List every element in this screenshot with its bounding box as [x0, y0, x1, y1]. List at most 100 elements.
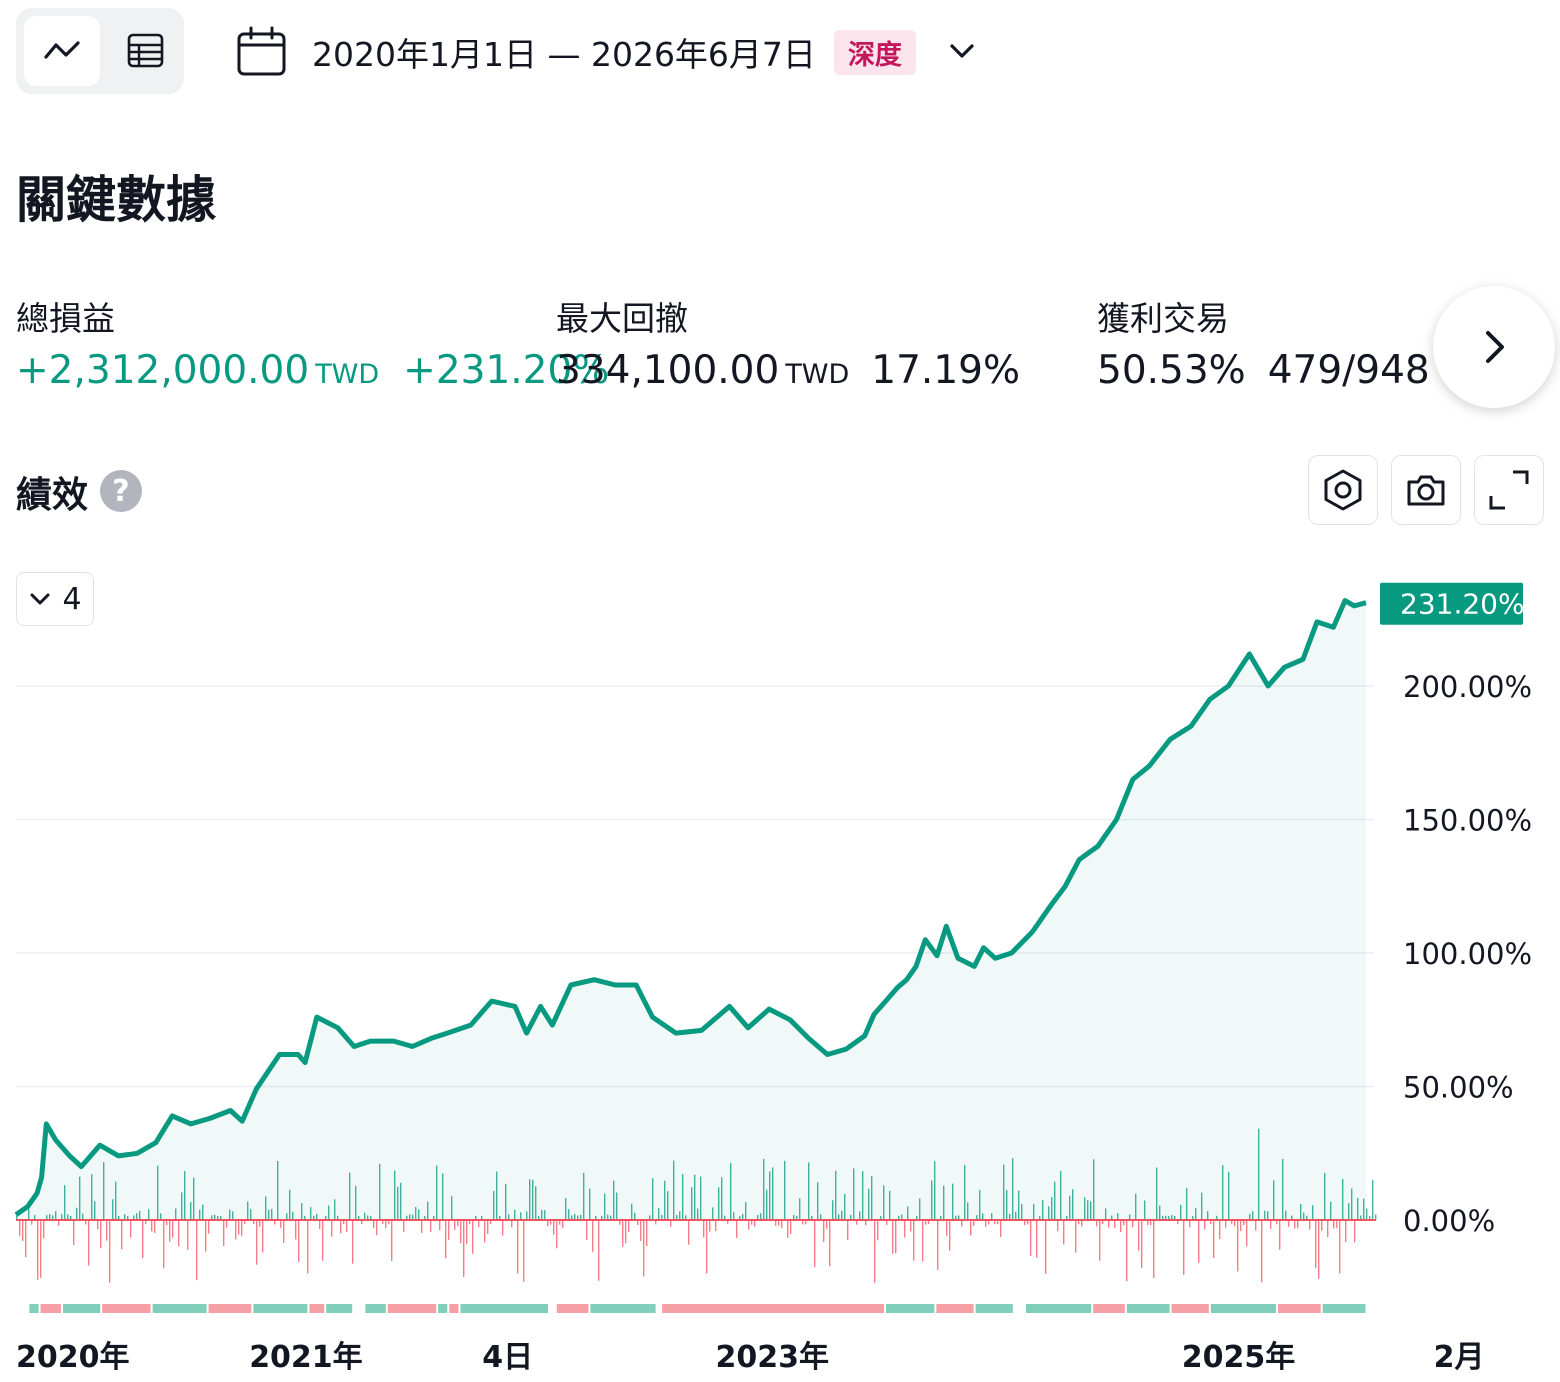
- settings-button[interactable]: [1308, 455, 1378, 525]
- histogram-bar: [760, 1213, 762, 1220]
- series-dropdown[interactable]: 4: [16, 572, 94, 626]
- histogram-bar: [796, 1215, 798, 1220]
- histogram-bar: [1078, 1220, 1080, 1225]
- trade-segment: [1322, 1304, 1366, 1313]
- trade-segment: [326, 1304, 353, 1313]
- histogram-bar: [145, 1220, 147, 1224]
- histogram-bar: [1015, 1211, 1017, 1220]
- histogram-bar: [742, 1214, 744, 1220]
- histogram-bar: [721, 1177, 723, 1220]
- histogram-bar: [394, 1170, 396, 1220]
- pnl-histogram: [16, 1128, 1377, 1283]
- histogram-bar: [907, 1206, 909, 1220]
- histogram-bar: [592, 1220, 594, 1252]
- histogram-bar: [220, 1215, 222, 1220]
- histogram-bar: [217, 1215, 219, 1220]
- trade-segment: [253, 1304, 308, 1313]
- histogram-bar: [1066, 1215, 1068, 1220]
- table-view-button[interactable]: [108, 16, 184, 86]
- histogram-bar: [601, 1215, 603, 1220]
- histogram-bar: [118, 1215, 120, 1220]
- histogram-bar: [1327, 1220, 1329, 1238]
- histogram-bar: [52, 1215, 54, 1220]
- histogram-bar: [1162, 1215, 1164, 1220]
- histogram-bar: [889, 1190, 891, 1220]
- histogram-bar: [88, 1220, 90, 1266]
- histogram-bar: [373, 1220, 375, 1229]
- histogram-bar: [1288, 1220, 1290, 1227]
- screenshot-button[interactable]: [1391, 455, 1461, 525]
- histogram-bar: [589, 1188, 591, 1220]
- histogram-bar: [130, 1220, 132, 1238]
- histogram-bar: [1120, 1220, 1122, 1233]
- histogram-bar: [472, 1220, 474, 1254]
- histogram-bar: [196, 1220, 198, 1281]
- histogram-bar: [787, 1220, 789, 1238]
- histogram-bar: [955, 1215, 957, 1220]
- histogram-bar: [535, 1186, 537, 1220]
- histogram-bar: [61, 1214, 63, 1220]
- histogram-bar: [949, 1220, 951, 1251]
- histogram-bar: [22, 1220, 24, 1241]
- histogram-bar: [886, 1220, 888, 1225]
- histogram-bar: [655, 1220, 657, 1225]
- histogram-bar: [421, 1220, 423, 1233]
- histogram-bar: [466, 1220, 468, 1245]
- chart-grid: [16, 685, 1374, 1088]
- histogram-bar: [583, 1172, 585, 1220]
- trade-segment: [152, 1304, 207, 1313]
- histogram-bar: [784, 1160, 786, 1220]
- table-icon: [127, 33, 164, 68]
- histogram-bar: [1228, 1171, 1230, 1220]
- histogram-bar: [868, 1188, 870, 1220]
- histogram-bar: [94, 1201, 96, 1220]
- histogram-bar: [1372, 1179, 1374, 1220]
- histogram-bar: [109, 1220, 111, 1283]
- histogram-bar: [403, 1220, 405, 1232]
- trade-segment: [662, 1304, 884, 1313]
- histogram-bar: [706, 1220, 708, 1274]
- histogram-bar: [1060, 1170, 1062, 1220]
- help-icon[interactable]: ?: [100, 470, 142, 512]
- histogram-bar: [1276, 1220, 1278, 1225]
- histogram-bar: [919, 1198, 921, 1220]
- histogram-bar: [307, 1220, 309, 1274]
- histogram-bar: [643, 1220, 645, 1277]
- histogram-bar: [1180, 1204, 1182, 1220]
- histogram-bar: [838, 1214, 840, 1220]
- histogram-bar: [1213, 1220, 1215, 1258]
- histogram-bar: [1168, 1216, 1170, 1220]
- histogram-bar: [85, 1220, 87, 1225]
- histogram-bar: [187, 1220, 189, 1250]
- date-range-selector[interactable]: 2020年1月1日 — 2026年6月7日 深度: [236, 22, 980, 82]
- histogram-bar: [484, 1220, 486, 1243]
- y-axis: 0.00% 50.00% 100.00% 150.00% 200.00%: [1403, 670, 1532, 1238]
- fullscreen-button[interactable]: [1474, 455, 1544, 525]
- x-tick-label: 4日: [482, 1340, 533, 1375]
- histogram-bar: [40, 1220, 42, 1278]
- histogram-bar: [616, 1192, 618, 1220]
- view-toggle: [16, 8, 184, 94]
- histogram-bar: [556, 1220, 558, 1249]
- histogram-bar: [859, 1211, 861, 1220]
- histogram-bar: [193, 1177, 195, 1220]
- histogram-bar: [370, 1215, 372, 1220]
- histogram-bar: [1342, 1178, 1344, 1220]
- next-metrics-button[interactable]: [1433, 286, 1555, 408]
- histogram-bar: [994, 1220, 996, 1225]
- histogram-bar: [397, 1186, 399, 1220]
- histogram-bar: [64, 1185, 66, 1220]
- histogram-bar: [685, 1215, 687, 1220]
- histogram-bar: [1027, 1220, 1029, 1225]
- performance-chart[interactable]: 0.00%50.00%100.00%150.00%200.00% 2020年 20…: [0, 560, 1560, 1382]
- histogram-bar: [1126, 1220, 1128, 1282]
- histogram-bar: [1123, 1220, 1125, 1226]
- histogram-bar: [1264, 1210, 1266, 1220]
- histogram-bar: [844, 1193, 846, 1220]
- chart-view-button[interactable]: [24, 16, 100, 86]
- histogram-bar: [778, 1220, 780, 1226]
- histogram-bar: [1246, 1220, 1248, 1247]
- histogram-bar: [1189, 1220, 1191, 1228]
- y-tick-label: 50.00%: [1403, 1071, 1514, 1105]
- histogram-bar: [1018, 1190, 1020, 1220]
